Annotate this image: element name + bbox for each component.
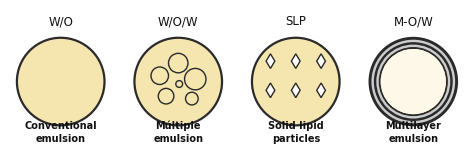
Circle shape <box>381 49 446 114</box>
Circle shape <box>168 53 188 73</box>
Text: M-O/W: M-O/W <box>393 15 433 28</box>
Text: SLP: SLP <box>285 15 306 28</box>
Circle shape <box>379 47 448 116</box>
Circle shape <box>17 38 104 125</box>
Circle shape <box>252 38 339 125</box>
Circle shape <box>381 49 446 114</box>
Polygon shape <box>266 83 275 98</box>
Text: Solid lipid
particles: Solid lipid particles <box>268 121 324 144</box>
Circle shape <box>372 40 455 123</box>
Circle shape <box>158 88 174 104</box>
Circle shape <box>376 45 450 119</box>
Text: W/O: W/O <box>48 15 73 28</box>
Circle shape <box>176 81 182 87</box>
Polygon shape <box>292 83 300 98</box>
Polygon shape <box>317 54 326 68</box>
Text: W/O/W: W/O/W <box>158 15 199 28</box>
Text: Conventional
emulsion: Conventional emulsion <box>24 121 97 144</box>
Text: Múltiple
emulsion: Múltiple emulsion <box>153 120 203 144</box>
Circle shape <box>184 68 206 90</box>
Polygon shape <box>266 54 275 68</box>
Circle shape <box>135 38 222 125</box>
Polygon shape <box>317 83 326 98</box>
Circle shape <box>185 92 198 105</box>
Text: Multilayer
emulsion: Multilayer emulsion <box>385 121 441 144</box>
Circle shape <box>374 42 453 121</box>
Circle shape <box>151 67 168 85</box>
Circle shape <box>368 37 458 126</box>
Polygon shape <box>292 54 300 68</box>
